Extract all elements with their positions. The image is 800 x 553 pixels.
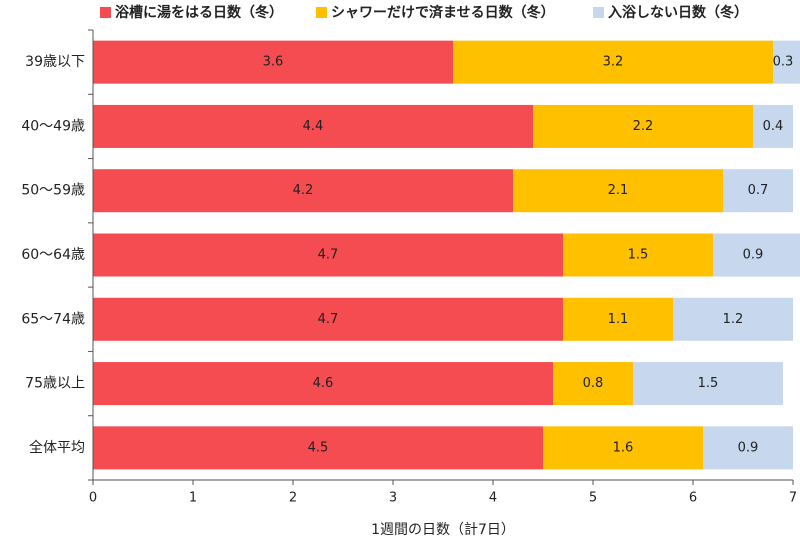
data-label: 1.2 xyxy=(723,312,744,327)
bar-segment xyxy=(453,40,773,84)
x-tick-label: 6 xyxy=(689,491,697,506)
y-tick-label: 39歳以下 xyxy=(25,54,85,70)
x-tick-label: 7 xyxy=(789,491,797,506)
x-tick-label: 1 xyxy=(189,491,197,506)
data-label: 1.5 xyxy=(698,376,719,391)
data-label: 4.5 xyxy=(308,440,329,455)
x-tick-label: 4 xyxy=(489,491,497,506)
x-tick-label: 2 xyxy=(289,491,297,506)
data-label: 1.6 xyxy=(613,440,634,455)
bar-segment xyxy=(713,233,800,277)
data-label: 0.7 xyxy=(748,183,769,198)
y-tick-label: 60〜64歳 xyxy=(21,247,85,263)
bar-segment xyxy=(93,40,453,84)
y-tick-label: 75歳以上 xyxy=(25,376,85,392)
data-label: 3.6 xyxy=(263,55,284,70)
y-tick-label: 全体平均 xyxy=(29,439,85,456)
bar-segment xyxy=(563,297,673,341)
legend-swatch xyxy=(316,7,327,18)
data-label: 4.4 xyxy=(303,119,324,134)
data-label: 1.5 xyxy=(628,248,649,263)
bar-segment xyxy=(543,426,703,470)
legend-label: 浴槽に湯をはる日数（冬） xyxy=(115,4,283,21)
bar-segment xyxy=(93,169,513,213)
data-label: 2.1 xyxy=(608,183,629,198)
data-label: 3.2 xyxy=(603,55,624,70)
bar-segment xyxy=(93,426,543,470)
data-label: 0.4 xyxy=(763,119,784,134)
bar-segment xyxy=(633,362,783,406)
x-tick-label: 3 xyxy=(389,491,397,506)
data-label: 4.7 xyxy=(318,248,339,263)
bar-segment xyxy=(513,169,723,213)
data-label: 1.1 xyxy=(608,312,629,327)
x-tick-label: 5 xyxy=(589,491,597,506)
bar-segment xyxy=(553,362,633,406)
bar-segment xyxy=(703,426,793,470)
bar-segment xyxy=(563,233,713,277)
bar-segment xyxy=(533,104,753,148)
x-axis-label: 1週間の日数（計7日） xyxy=(371,522,515,538)
bar-segment xyxy=(753,104,793,148)
data-label: 4.7 xyxy=(318,312,339,327)
data-label: 0.3 xyxy=(773,55,794,70)
bar-segment xyxy=(93,297,563,341)
data-label: 4.6 xyxy=(313,376,334,391)
legend-label: 入浴しない日数（冬） xyxy=(608,4,748,21)
legend-label: シャワーだけで済ませる日数（冬） xyxy=(331,4,555,21)
bar-segment xyxy=(723,169,793,213)
y-tick-label: 40〜49歳 xyxy=(21,118,85,134)
bar-segment xyxy=(93,104,533,148)
legend-swatch xyxy=(100,7,111,18)
y-tick-label: 65〜74歳 xyxy=(21,311,85,327)
x-tick-label: 0 xyxy=(89,491,97,506)
data-label: 0.9 xyxy=(743,248,764,263)
legend-swatch xyxy=(593,7,604,18)
bar-segment xyxy=(673,297,793,341)
data-label: 4.2 xyxy=(293,183,314,198)
data-label: 2.2 xyxy=(633,119,654,134)
bar-segment xyxy=(93,233,563,277)
bar-segment xyxy=(773,40,800,84)
data-label: 0.9 xyxy=(738,440,759,455)
data-label: 0.8 xyxy=(583,376,604,391)
bar-segment xyxy=(93,362,553,406)
y-tick-label: 50〜59歳 xyxy=(21,183,85,199)
